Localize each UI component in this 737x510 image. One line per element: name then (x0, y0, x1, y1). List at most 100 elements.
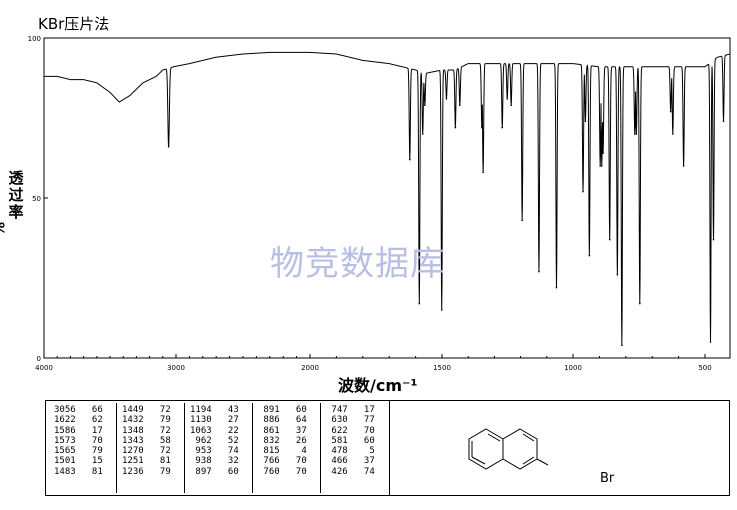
peak-point (599, 165, 601, 167)
peak-table-row: 760 70 (258, 466, 307, 477)
peak-point (481, 126, 483, 129)
peak-point (588, 254, 591, 257)
table-molecule-divider (389, 401, 390, 495)
peak-table-row: 3056 66 (54, 405, 103, 415)
peak-table-row: 622 70 (326, 425, 375, 436)
peak-table-row: 1251 81 (122, 456, 171, 467)
table-divider (252, 403, 253, 493)
peak-point (445, 98, 448, 100)
peak-table-row: 1130 27 (190, 415, 239, 426)
peak-table-row: 886 64 (258, 415, 307, 426)
peak-point (582, 190, 584, 193)
plot-frame (43, 37, 731, 359)
peak-point (602, 152, 604, 154)
peak-table-row: 1565 79 (54, 446, 103, 457)
peak-table-column: 3056 66 1622 62 1586 17 1573 70 1565 79 1501 … (54, 405, 103, 477)
peak-point (418, 302, 421, 305)
x-tick-label: 1000 (564, 364, 582, 372)
peak-point (671, 133, 674, 135)
peak-table-row: 938 32 (190, 456, 239, 467)
peak-point (506, 98, 509, 100)
y-tick-label: 100 (28, 35, 41, 43)
peak-table-row: 897 60 (190, 466, 239, 477)
peak-table-row: 1348 72 (122, 425, 171, 436)
peak-point (669, 110, 672, 113)
peak-table-row: 747 17 (326, 405, 375, 415)
peak-table-row: 1573 70 (54, 435, 103, 446)
peak-point (521, 219, 523, 222)
table-divider (184, 403, 185, 493)
x-tick-label: 1500 (433, 364, 451, 372)
peak-table-row: 478 5 (326, 446, 375, 457)
peak-point (424, 104, 426, 106)
peak-point (510, 104, 512, 106)
y-tick-label: 0 (37, 355, 41, 363)
peak-table-row: 1194 43 (190, 405, 239, 415)
y-tick-label: 50 (32, 195, 41, 203)
peak-table-row: 1432 79 (122, 415, 171, 426)
peak-point (635, 133, 638, 135)
peak-point (167, 146, 170, 148)
peak-point (482, 171, 484, 174)
peak-point (454, 126, 457, 129)
peak-point (600, 165, 603, 167)
peak-table-row: 815 4 (258, 446, 307, 457)
peak-point (712, 238, 715, 241)
peak-point (633, 133, 636, 135)
peak-point (538, 270, 540, 273)
peak-point (621, 344, 623, 347)
peak-point (616, 274, 619, 276)
peak-table-row: 832 26 (258, 435, 307, 446)
peak-table-row: 466 37 (326, 456, 375, 467)
peak-table-row: 1449 72 (122, 405, 171, 415)
peak-table-row: 953 74 (190, 446, 239, 457)
chart-title: KBr压片法 (38, 15, 110, 33)
x-tick-label: 500 (698, 364, 711, 372)
x-tick-label: 3000 (167, 364, 185, 372)
peak-table-column: 747 17 630 77 622 70 581 60 478 5 466 37… (326, 405, 375, 477)
y-axis-label: 透 过 率 (5, 170, 27, 221)
peak-point (501, 126, 504, 129)
peak-point (459, 104, 461, 106)
peak-table-row: 861 37 (258, 425, 307, 436)
y-axis-unit: % (0, 222, 6, 252)
watermark: 物竞数据库 (270, 244, 445, 284)
peak-table-row: 1622 62 (54, 415, 103, 426)
peak-point (638, 302, 641, 305)
table-divider (116, 403, 117, 493)
peak-point (408, 158, 411, 161)
table-divider (320, 403, 321, 493)
peak-table-row: 1501 15 (54, 456, 103, 467)
peak-table-row: 426 74 (326, 466, 375, 477)
peak-table-row: 1270 72 (122, 446, 171, 457)
x-tick-label: 4000 (35, 364, 53, 372)
peak-point (584, 120, 587, 122)
x-tick-label: 2000 (301, 364, 319, 372)
peak-table-row: 766 70 (258, 456, 307, 467)
spectrum-line (44, 51, 731, 346)
peak-table-row: 1483 81 (54, 466, 103, 477)
peak-point (440, 309, 443, 311)
peak-table-row: 630 77 (326, 415, 375, 426)
y-axis-label-char: 透 (8, 169, 24, 187)
y-axis-label-char: 过 (8, 186, 24, 204)
peak-table-row: 891 60 (258, 405, 307, 415)
peak-marks (167, 98, 725, 347)
peak-table-row: 1236 79 (122, 466, 171, 477)
peak-table-row: 1063 22 (190, 425, 239, 436)
y-axis-label-char: 率 (8, 203, 24, 221)
x-axis-label: 波数/cm⁻¹ (338, 376, 418, 395)
peak-point (421, 133, 424, 135)
peak-point (709, 341, 712, 343)
peak-point (682, 165, 685, 167)
molecule-structure (468, 428, 549, 470)
substituent-label: Br (600, 471, 615, 486)
peak-table-column: 1194 43 1130 27 1063 22 962 52 953 74 938 … (190, 405, 239, 477)
peak-point (722, 120, 725, 122)
peak-point (608, 238, 611, 241)
peak-point (555, 286, 558, 289)
peak-table-column: 891 60 886 64 861 37 832 26 815 4 766 70… (258, 405, 307, 477)
peak-table-column: 1449 72 1432 79 1348 72 1343 58 1270 72 1251 … (122, 405, 171, 477)
